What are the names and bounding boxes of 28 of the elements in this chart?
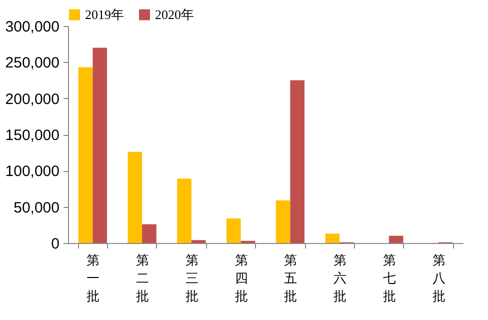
legend-label: 2020年: [155, 6, 194, 22]
bar: [92, 48, 108, 243]
y-tick-label: 100,000: [5, 163, 60, 180]
y-tick-label: 50,000: [14, 199, 60, 216]
bar: [191, 240, 206, 243]
y-tick-label: 150,000: [5, 127, 60, 144]
x-tick-label: 第七批: [382, 252, 396, 304]
bar: [325, 234, 340, 243]
bar: [276, 200, 290, 243]
x-tick-label: 第一批: [86, 252, 100, 304]
x-tick-label: 第八批: [432, 252, 446, 304]
x-tick-label: 第四批: [234, 252, 248, 304]
legend-label: 2019年: [85, 6, 124, 22]
bar: [388, 236, 404, 243]
x-tick-label: 第二批: [136, 252, 150, 304]
y-tick-label: 0: [51, 236, 60, 252]
bar: [290, 80, 305, 243]
y-tick-label: 200,000: [5, 90, 60, 108]
x-tick-label: 第六批: [334, 252, 347, 304]
bar: [128, 152, 142, 243]
bar: [226, 218, 241, 243]
y-tick-label: 300,000: [5, 18, 60, 36]
y-tick-label: 250,000: [5, 54, 60, 72]
bar: [177, 178, 192, 243]
bar: [142, 224, 156, 243]
x-tick-label: 第五批: [284, 252, 298, 304]
x-tick-label: 第三批: [185, 252, 198, 304]
bar: [78, 67, 93, 243]
